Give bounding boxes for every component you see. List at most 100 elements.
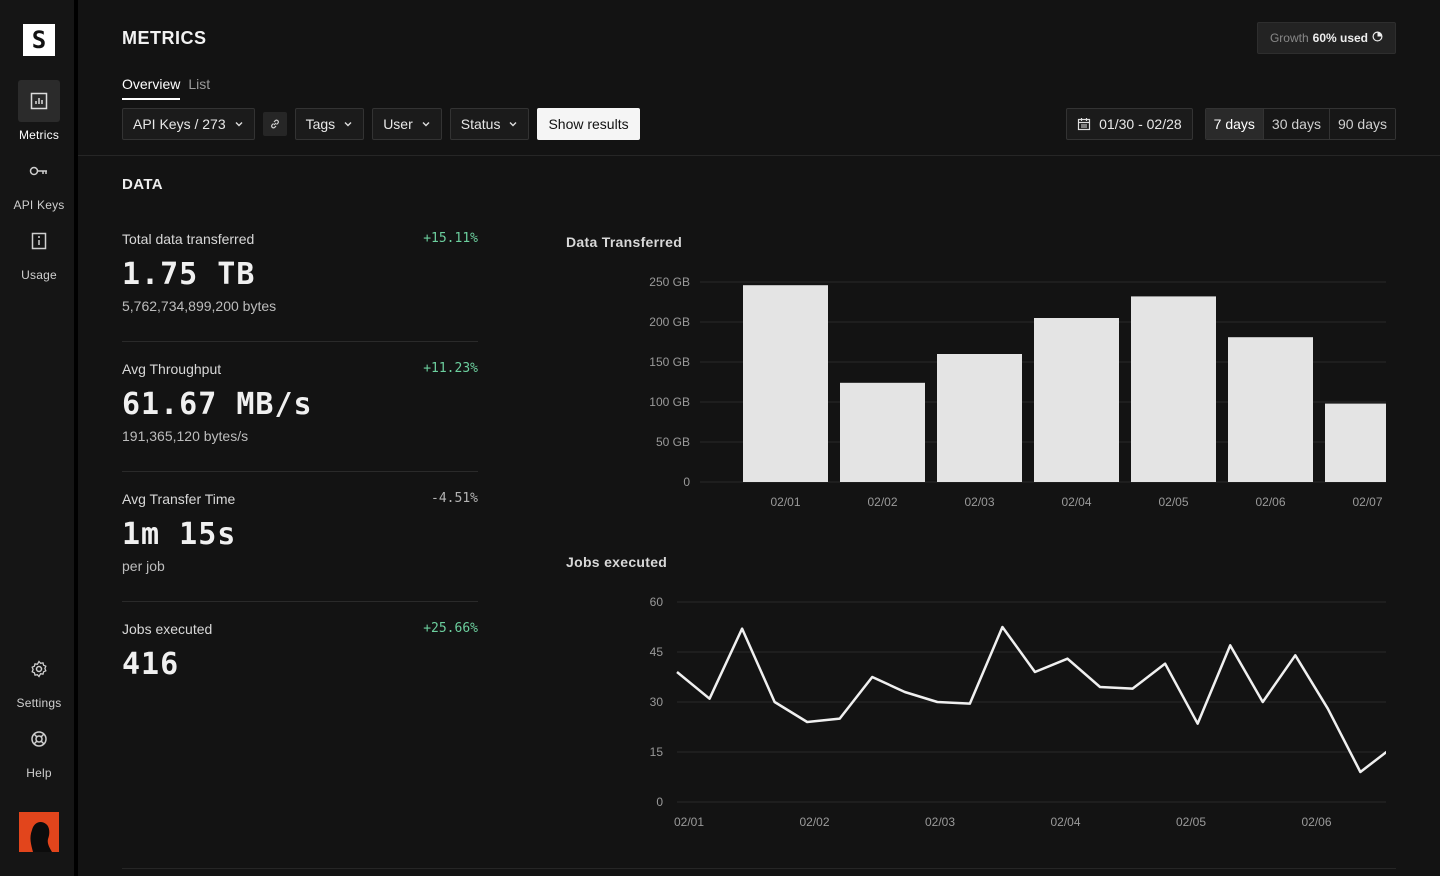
stat-change: +25.66% [423,621,478,636]
bottom-divider [122,868,1396,869]
bar [1034,318,1119,482]
stat-label: Jobs executed [122,621,213,637]
lifebuoy-icon [18,718,60,760]
y-tick-label: 50 GB [656,435,690,449]
data-transferred-chart: 0 50 GB 100 GB 150 GB 200 GB 250 GB 02/01 02/02… [649,275,1386,509]
bar [1325,403,1386,482]
stat-change: +11.23% [423,361,478,376]
y-tick-label: 100 GB [649,395,690,409]
stat-value: 1m 15s [122,517,237,552]
x-tick-label: 02/05 [1158,495,1188,509]
user-label: User [383,116,413,132]
stat-divider [122,601,478,602]
line-chart-title: Jobs executed [566,554,668,570]
avatar[interactable] [19,812,59,852]
stat-divider [122,471,478,472]
sidebar-item-metrics[interactable]: Metrics [0,80,78,142]
y-tick-label: 60 [650,595,664,609]
gear-icon [18,648,60,690]
x-tick-label: 02/02 [867,495,897,509]
y-tick-label: 150 GB [649,355,690,369]
x-tick-label: 02/06 [1301,815,1331,829]
stat-divider [122,341,478,342]
chevron-down-icon [235,122,243,127]
x-tick-label: 02/04 [1061,495,1091,509]
user-dropdown[interactable]: User [372,108,442,140]
tags-dropdown[interactable]: Tags [294,108,365,140]
sidebar-item-label: Usage [21,268,57,282]
jobs-series-line [676,625,1386,774]
stat-label: Avg Transfer Time [122,491,236,507]
info-doc-icon [18,220,60,262]
tags-label: Tags [305,116,336,132]
stat-change: -4.51% [431,491,478,506]
stat-sub: 191,365,120 bytes/s [122,428,249,444]
tab-list[interactable]: List [188,76,211,92]
plan-usage: 60% used [1312,31,1368,45]
x-tick-label: 02/01 [770,495,800,509]
sidebar-item-label: Metrics [18,128,60,142]
show-results-button[interactable]: Show results [537,108,640,140]
x-tick-label: 02/07 [1352,495,1382,509]
pie-icon [1372,31,1383,45]
date-range-picker[interactable]: 01/30 - 02/28 [1066,108,1193,140]
y-tick-label: 30 [650,695,664,709]
sidebar-item-help[interactable]: Help [0,718,78,780]
header-divider [78,155,1440,156]
sidebar-item-label: API Keys [13,198,65,212]
stat-label: Total data transferred [122,231,255,247]
jobs-executed-chart: 01530456002/0102/0202/0302/0402/0502/060… [650,595,1386,829]
x-tick-label: 02/03 [964,495,994,509]
main-content: METRICS Growth 60% used Overview List AP… [78,0,1440,876]
stat-avg-throughput: Avg Throughput +11.23% 61.67 MB/s 191,365… [122,361,478,444]
filter-bar: API Keys / 273 Tags User Status Show res… [122,108,640,140]
api-keys-dropdown[interactable]: API Keys / 273 [122,108,255,140]
stat-avg-transfer-time: Avg Transfer Time -4.51% 1m 15s per job [122,491,478,574]
x-tick-label: 02/04 [1050,815,1080,829]
bar [1131,296,1216,482]
status-label: Status [460,116,501,132]
bar [937,354,1022,482]
api-keys-label: API Keys / 273 [133,116,226,132]
stat-label: Avg Throughput [122,361,222,377]
bar-chart-icon [18,80,60,122]
x-tick-label: 02/01 [674,815,704,829]
sidebar-item-settings[interactable]: Settings [0,648,78,710]
y-tick-label: 15 [650,745,664,759]
stat-jobs-executed: Jobs executed +25.66% 416 [122,621,478,682]
view-tabs: Overview List [122,76,210,100]
chevron-down-icon [509,122,517,127]
sidebar-item-label: Help [26,766,52,780]
x-tick-label: 02/03 [925,815,955,829]
bar [1228,337,1313,482]
page-title: METRICS [122,28,207,48]
x-tick-label: 02/06 [1255,495,1285,509]
tab-overview[interactable]: Overview [122,76,181,100]
bar [743,285,828,482]
range-30-days[interactable]: 30 days [1263,109,1330,139]
stat-value: 1.75 TB [122,257,256,292]
link-icon [270,119,279,129]
key-icon [18,150,60,192]
status-dropdown[interactable]: Status [449,108,530,140]
stat-sub: per job [122,558,165,574]
stat-change: +15.11% [423,231,478,246]
y-tick-label: 0 [656,795,663,809]
range-90-days[interactable]: 90 days [1329,109,1395,139]
range-7-days[interactable]: 7 days [1205,109,1264,139]
stat-total-data: Total data transferred +15.11% 1.75 TB 5,… [122,231,478,314]
sidebar-item-usage[interactable]: Usage [0,220,78,282]
y-tick-label: 200 GB [649,315,690,329]
sidebar: S Metrics API Keys Usage Settings [0,0,78,876]
y-tick-label: 45 [650,645,664,659]
chevron-down-icon [422,122,430,127]
calendar-icon [1078,118,1091,131]
app-logo[interactable]: S [23,24,55,56]
sidebar-item-api-keys[interactable]: API Keys [0,150,78,212]
sidebar-item-label: Settings [16,696,62,710]
y-tick-label: 250 GB [649,275,690,289]
plan-usage-badge[interactable]: Growth 60% used [1256,22,1396,54]
stat-sub: 5,762,734,899,200 bytes [122,298,277,314]
section-title: DATA [122,176,164,193]
link-button[interactable] [262,112,287,136]
